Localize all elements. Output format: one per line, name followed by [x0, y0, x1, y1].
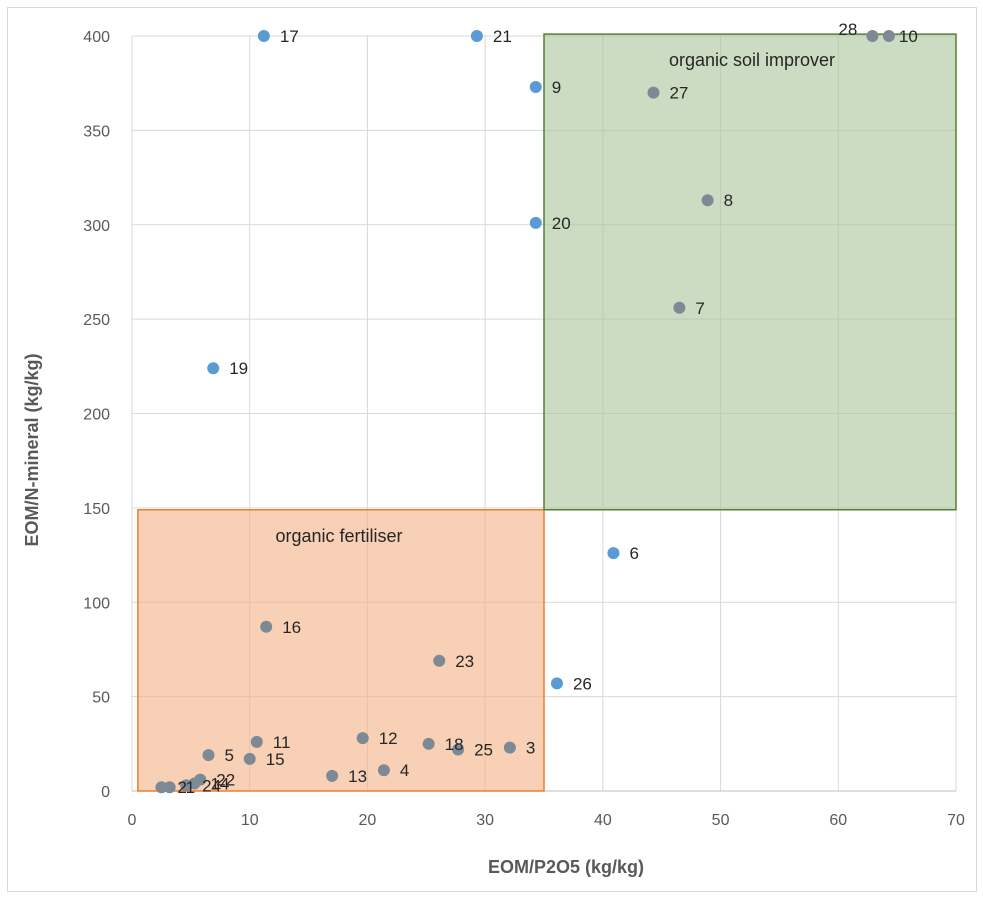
data-point-label-18: 18 [445, 735, 464, 754]
data-point-25 [452, 743, 465, 756]
data-point-label-5: 5 [225, 746, 234, 765]
data-point-label-27: 27 [669, 84, 688, 103]
data-point-5 [202, 749, 215, 762]
y-tick-label: 150 [83, 501, 110, 518]
data-point-label-25: 25 [474, 740, 493, 759]
data-point-13 [326, 769, 339, 782]
data-point-label-23: 23 [455, 652, 474, 671]
data-point-8 [701, 194, 714, 207]
y-tick-label: 200 [83, 407, 110, 424]
data-point-label-2: 2 [177, 778, 186, 797]
y-axis-title: EOM/N-mineral (kg/kg) [22, 353, 42, 546]
data-point-label-9: 9 [552, 78, 561, 97]
data-point-21 [470, 30, 483, 42]
data-point-label-22: 22 [216, 771, 235, 790]
data-point-3 [503, 741, 516, 754]
data-point-label-24: 24 [202, 776, 221, 795]
data-point-4 [377, 764, 390, 777]
data-point-label-21: 21 [493, 27, 512, 46]
data-point-23 [433, 654, 446, 667]
data-point-label-3: 3 [526, 739, 535, 758]
x-tick-label: 10 [241, 812, 259, 829]
x-tick-label: 40 [594, 812, 612, 829]
data-point-16 [260, 620, 273, 633]
x-tick-label: 30 [476, 812, 494, 829]
data-point-label-28: 28 [838, 20, 857, 39]
data-point-15 [243, 752, 256, 765]
data-point-18 [422, 737, 435, 750]
y-tick-label: 250 [83, 312, 110, 329]
region-label: organic fertiliser [275, 526, 402, 546]
region-box-organic-fertiliser [137, 509, 545, 792]
y-tick-label: 100 [83, 595, 110, 612]
data-point-label-6: 6 [629, 544, 638, 563]
data-point-2 [155, 781, 168, 794]
x-tick-label: 70 [947, 812, 965, 829]
data-point-9 [529, 80, 542, 93]
data-point-28 [866, 30, 879, 42]
data-point-label-20: 20 [552, 214, 571, 233]
data-point-label-12: 12 [379, 729, 398, 748]
data-point-14 [188, 777, 201, 790]
data-point-label-19: 19 [229, 359, 248, 378]
data-point-label-1: 1 [186, 778, 195, 797]
data-point-7 [673, 301, 686, 314]
data-point-label-16: 16 [282, 618, 301, 637]
data-point-12 [356, 732, 369, 745]
x-tick-label: 60 [829, 812, 847, 829]
data-point-label-14: 14 [210, 774, 229, 793]
data-point-label-26: 26 [573, 674, 592, 693]
y-tick-label: 400 [83, 29, 110, 46]
x-tick-label: 20 [359, 812, 377, 829]
y-tick-label: 300 [83, 218, 110, 235]
data-point-label-4: 4 [400, 761, 409, 780]
data-point-6 [607, 547, 620, 560]
data-point-17 [257, 30, 270, 42]
region-box-organic-soil-improver [543, 33, 957, 511]
data-point-26 [550, 677, 563, 690]
data-point-label-17: 17 [280, 27, 299, 46]
data-point-1 [163, 781, 176, 794]
data-point-27 [647, 86, 660, 99]
region-label: organic soil improver [669, 50, 835, 70]
data-point-label-15: 15 [266, 750, 285, 769]
x-axis-title: EOM/P2O5 (kg/kg) [488, 857, 644, 877]
data-point-label-10: 10 [899, 27, 918, 46]
data-point-20 [529, 216, 542, 229]
data-point-label-8: 8 [724, 191, 733, 210]
data-point-label-7: 7 [695, 299, 704, 318]
data-point-10 [882, 30, 895, 42]
data-point-label-13: 13 [348, 767, 367, 786]
data-point-label-11: 11 [273, 733, 291, 752]
data-point-11 [250, 735, 263, 748]
y-tick-label: 50 [92, 690, 110, 707]
x-tick-label: 0 [128, 812, 137, 829]
y-tick-label: 0 [101, 784, 110, 801]
y-tick-label: 350 [83, 123, 110, 140]
x-tick-label: 50 [712, 812, 730, 829]
data-point-19 [207, 362, 220, 375]
